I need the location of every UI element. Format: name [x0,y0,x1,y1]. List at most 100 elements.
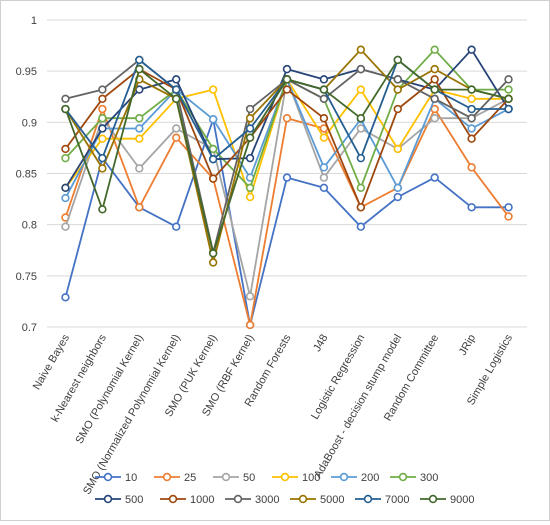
data-point [356,85,366,94]
legend-marker [398,472,408,482]
data-point [467,124,476,133]
data-point [98,164,107,173]
legend-marker [221,472,231,482]
data-point [282,85,292,94]
data-point [61,222,70,231]
data-point [319,173,329,182]
y-tick-label: 0.85 [16,169,37,181]
data-point [393,55,402,65]
data-point [430,64,439,74]
data-point [208,174,218,183]
data-point [319,75,329,84]
data-point [393,192,402,202]
data-point [208,115,218,124]
legend-label: 10 [125,472,137,484]
data-point [504,104,513,114]
legend-label: 3000 [255,494,279,506]
data-point [135,114,144,123]
legend-label: 300 [420,472,438,484]
x-tick-label: Naive Bayes [31,332,73,392]
data-point [135,203,144,212]
data-point [208,144,218,154]
legend-label: 500 [125,494,143,506]
legend-marker [280,472,290,482]
data-point [504,94,513,103]
data-point [98,85,107,94]
legend-marker [103,494,113,504]
y-tick-label: 1 [31,15,37,27]
legend-entry-25: 25 [154,472,196,484]
data-point [208,85,218,94]
data-point [98,134,107,143]
legend: 10 25 50 100 200 300 500 1000 3000 5000 7000 9000 [95,472,474,506]
data-point [208,258,218,267]
data-point [172,222,181,231]
y-tick-label: 0.95 [16,66,37,78]
data-point [98,153,107,163]
data-point [467,163,476,172]
data-point [135,124,144,133]
data-point [356,183,366,193]
data-point [98,104,107,114]
data-point [430,173,439,182]
y-axis-tick-labels: 0.7 0.75 0.8 0.85 0.9 0.95 1 [16,15,37,334]
data-point [467,45,476,54]
data-point [98,205,107,214]
data-point [467,94,476,103]
data-point [393,144,402,154]
data-point [356,124,366,133]
data-point [98,114,107,123]
data-point [504,203,513,212]
legend-marker [103,472,113,482]
data-point [208,154,218,164]
data-point [319,85,329,94]
data-point [98,94,107,103]
y-tick-label: 0.75 [16,271,37,283]
legend-entry-1000: 1000 [160,494,214,506]
data-point [172,85,181,94]
data-point [61,293,70,302]
legend-marker [298,494,308,504]
data-point [282,173,292,182]
data-point [172,75,181,84]
legend-entry-100: 100 [272,472,320,484]
series-lines [61,45,513,330]
legend-entry-500: 500 [95,494,143,506]
legend-entry-7000: 7000 [355,494,409,506]
data-point [393,75,402,84]
data-point [135,164,144,173]
legend-marker [339,472,349,482]
data-point [61,153,70,163]
x-tick-label: JRip [457,333,478,358]
data-point [356,153,366,163]
data-point [393,183,402,193]
legend-marker [363,494,373,504]
legend-label: 200 [361,472,379,484]
data-point [430,75,439,84]
data-point [172,124,181,133]
data-point [393,104,402,114]
legend-entry-10: 10 [95,472,137,484]
data-point [61,144,70,154]
data-point [172,133,181,142]
legend-marker [168,494,178,504]
data-point [356,45,366,54]
data-point [319,133,329,142]
data-point [504,75,513,84]
data-point [135,55,144,65]
data-point [467,104,476,114]
legend-label: 9000 [450,494,474,506]
data-point [282,75,292,84]
legend-label: 100 [302,472,320,484]
legend-label: 1000 [190,494,214,506]
data-point [135,64,144,74]
data-point [245,292,255,301]
data-point [467,114,476,123]
data-point [61,94,70,103]
data-point [430,94,439,103]
series-line [64,108,510,326]
data-point [356,203,366,212]
data-point [208,249,218,258]
